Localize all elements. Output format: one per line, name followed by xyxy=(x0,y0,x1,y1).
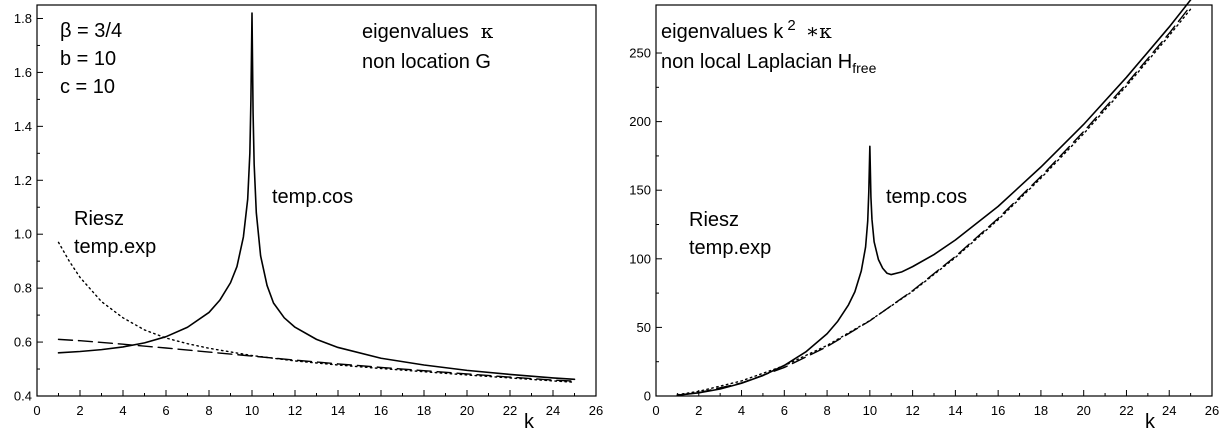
left-series-dashed-line xyxy=(57,338,576,382)
right-ytick-label: 250 xyxy=(629,46,651,61)
left-xtick-label: 16 xyxy=(374,403,388,418)
left-ytick-label: 1.8 xyxy=(14,11,32,26)
right-xtick-label: 4 xyxy=(738,403,745,418)
right-series-dotted-line xyxy=(676,8,1192,396)
left-ytick-label: 0.8 xyxy=(14,281,32,296)
left-xtick-label: 18 xyxy=(417,403,431,418)
left-xtick-label: 0 xyxy=(33,403,40,418)
left-title-kappa: κ xyxy=(481,19,494,43)
right-series-group xyxy=(676,0,1192,396)
right-label-tempexp: temp.exp xyxy=(689,237,771,259)
right-series-solid-line xyxy=(676,0,1192,396)
right-xtick-label: 12 xyxy=(905,403,919,418)
left-curve-label-tempcos: temp.cos xyxy=(272,186,353,208)
left-xtick-label: 26 xyxy=(589,403,603,418)
left-series-solid-line xyxy=(57,12,576,381)
right-xtick-label: 6 xyxy=(781,403,788,418)
right-title-line1: eigenvalues k 2 ∗κ xyxy=(661,17,832,43)
right-title-line2-text: non local Laplacian H xyxy=(661,51,852,73)
left-xtick-label: 12 xyxy=(288,403,302,418)
right-title-line2: non local Laplacian Hfree xyxy=(661,51,877,76)
left-xtick-label: 8 xyxy=(205,403,212,418)
left-param-c: c = 10 xyxy=(60,76,115,98)
right-title-superscript: 2 xyxy=(787,17,795,34)
right-label-riesz: Riesz xyxy=(689,209,739,231)
left-xtick-label: 4 xyxy=(119,403,126,418)
left-ticks: 0 2 4 6 8 10 12 14 16 18 20 22 24 260.40.60.81.01.21.… xyxy=(14,11,603,418)
left-ytick-label: 1.6 xyxy=(14,65,32,80)
left-xtick-label: 22 xyxy=(503,403,517,418)
right-xtick-label: 26 xyxy=(1205,403,1219,418)
right-ytick-label: 200 xyxy=(629,114,651,129)
right-xtick-label: 10 xyxy=(863,403,877,418)
left-series-group xyxy=(57,12,576,383)
left-title-line1: eigenvalues κ xyxy=(362,19,494,43)
right-xtick-label: 22 xyxy=(1119,403,1133,418)
left-ytick-label: 0.4 xyxy=(14,389,32,404)
right-xtick-label: 18 xyxy=(1034,403,1048,418)
right-ytick-label: 150 xyxy=(629,183,651,198)
left-xtick-label: 14 xyxy=(331,403,345,418)
right-ytick-label: 50 xyxy=(637,320,651,335)
right-xtick-label: 0 xyxy=(652,403,659,418)
left-label-riesz: Riesz xyxy=(74,208,124,230)
right-xtick-label: 14 xyxy=(948,403,962,418)
right-ytick-label: 0 xyxy=(644,389,651,404)
left-xtick-label: 20 xyxy=(460,403,474,418)
left-ytick-label: 1.2 xyxy=(14,173,32,188)
left-xtick-label: 2 xyxy=(76,403,83,418)
left-xtick-label: 10 xyxy=(245,403,259,418)
left-label-tempexp: temp.exp xyxy=(74,236,156,258)
right-xtick-label: 2 xyxy=(695,403,702,418)
left-xtick-label: 24 xyxy=(546,403,560,418)
right-title-symbol: ∗κ xyxy=(806,19,833,43)
right-ytick-label: 100 xyxy=(629,251,651,266)
left-title-text: eigenvalues xyxy=(362,21,469,43)
right-title-text: eigenvalues k xyxy=(661,21,784,43)
left-ytick-label: 1.4 xyxy=(14,119,32,134)
right-xtick-label: 16 xyxy=(991,403,1005,418)
left-chart-panel: 0 2 4 6 8 10 12 14 16 18 20 22 24 260.40.60.81.01.21.… xyxy=(14,4,603,433)
right-x-axis-label: k xyxy=(1145,411,1156,433)
left-xtick-label: 6 xyxy=(162,403,169,418)
right-series-dashed-line xyxy=(676,5,1192,396)
right-xtick-label: 8 xyxy=(823,403,830,418)
left-ytick-label: 1.0 xyxy=(14,227,32,242)
right-title-subscript: free xyxy=(852,60,876,76)
left-param-beta: β = 3/4 xyxy=(60,20,122,42)
left-x-axis-label: k xyxy=(524,411,535,433)
left-ytick-label: 0.6 xyxy=(14,335,32,350)
left-param-b: b = 10 xyxy=(60,48,116,70)
left-series-dotted-line xyxy=(57,241,576,383)
right-xtick-label: 20 xyxy=(1076,403,1090,418)
left-title-line2: non location G xyxy=(362,51,491,73)
right-curve-label-tempcos: temp.cos xyxy=(886,186,967,208)
right-xtick-label: 24 xyxy=(1162,403,1176,418)
